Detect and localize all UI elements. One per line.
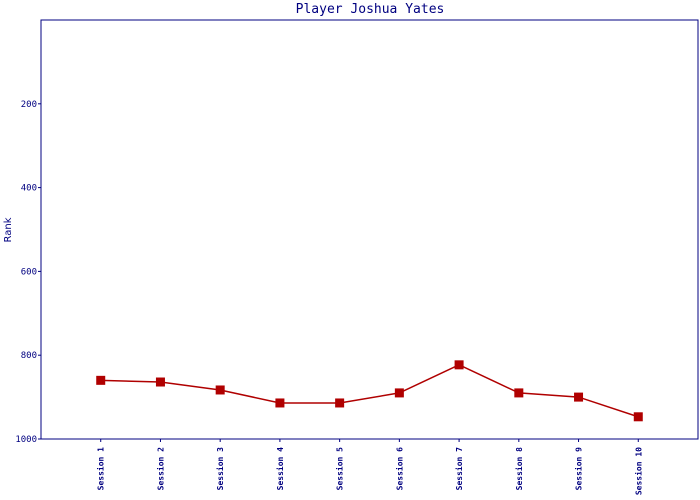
point-marker [394,388,404,398]
chart-title: Player Joshua Yates [296,2,445,17]
y-tick-label: 400 [21,184,37,194]
x-tick-label: Session 8 [514,447,524,491]
x-tick-label: Session 1 [96,447,106,491]
y-tick-label: 200 [21,100,37,110]
x-tick-label: Session 10 [633,447,643,495]
point-marker [514,388,524,398]
x-tick-label: Session 6 [394,447,404,491]
y-tick-label: 1000 [15,435,37,445]
point-marker [155,377,165,387]
point-marker [335,398,345,408]
series-line [100,364,639,418]
x-tick-label: Session 3 [215,447,225,491]
point-marker [275,398,285,408]
x-tick-label: Session 7 [454,447,464,491]
y-tick-label: 800 [21,351,37,361]
x-tick-label: Session 4 [275,447,285,491]
point-marker [96,375,106,385]
point-marker [574,392,584,402]
point-marker [454,360,464,370]
y-axis-label: Rank [3,217,14,242]
plot-area [40,19,699,440]
point-marker [215,385,225,395]
x-tick-label: Session 2 [155,447,165,491]
y-tick-label: 600 [21,267,37,277]
x-tick-label: Session 9 [574,447,584,491]
x-tick-label: Session 5 [335,447,345,491]
point-marker [633,412,643,422]
